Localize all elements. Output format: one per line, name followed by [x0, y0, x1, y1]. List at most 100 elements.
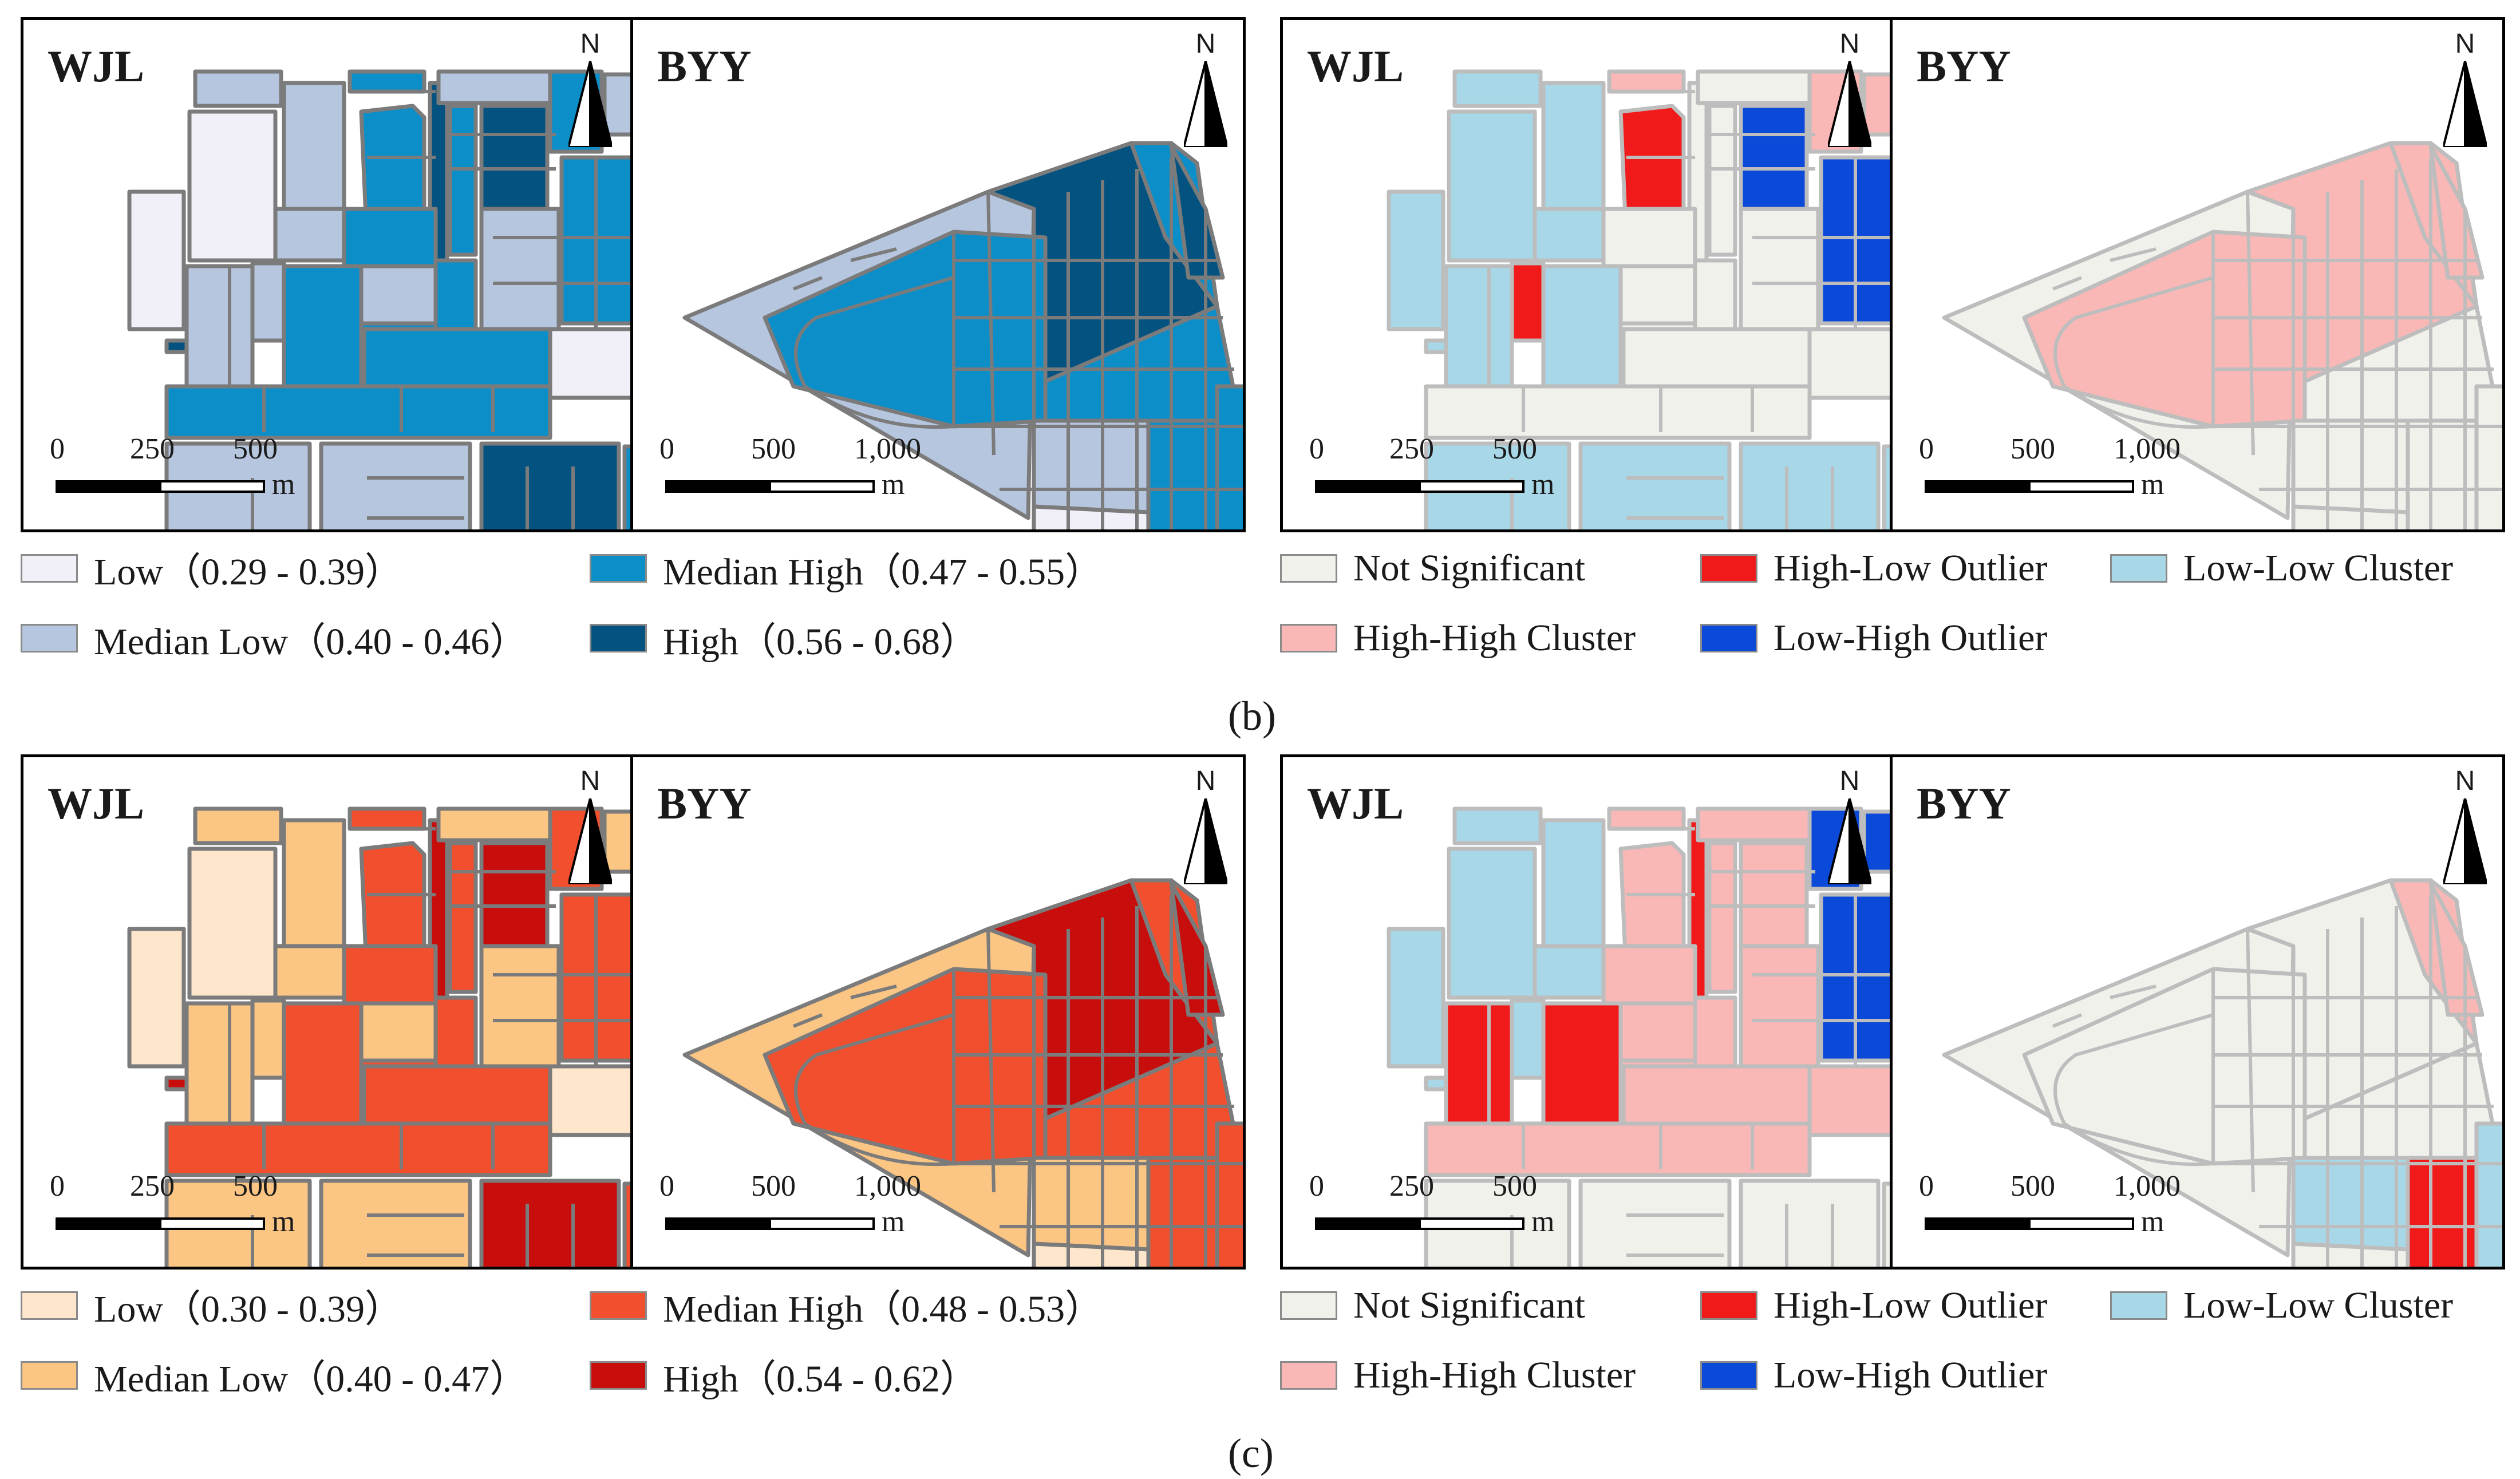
site-label: BYY	[1917, 778, 2011, 828]
panel-divider	[1890, 757, 1893, 1267]
map-block	[2428, 881, 2485, 1017]
legend-item: Median High（0.47 - 0.55）	[590, 548, 1103, 593]
scale-tick-label: 0	[1919, 1170, 1934, 1203]
map-block	[127, 927, 186, 1069]
legend-swatch	[1280, 1361, 1337, 1390]
scale-tick-label: 500	[1492, 433, 1537, 465]
scale-tick-label: 1,000	[2114, 1170, 2181, 1203]
scale-bar-black	[665, 480, 771, 493]
scale-bar-white	[2028, 480, 2134, 493]
map-block	[1444, 264, 1514, 389]
scale-tick-label: 1,000	[2114, 433, 2181, 465]
map-block	[1541, 818, 1606, 948]
scale-unit: m	[2141, 1205, 2164, 1238]
map-block	[1882, 444, 1890, 529]
road-line	[2052, 984, 2156, 1028]
road-line	[2053, 1013, 2214, 1125]
north-arrow: N	[2431, 28, 2499, 148]
north-arrow: N	[1171, 765, 1240, 885]
scale-bar-black	[1925, 1217, 2031, 1230]
north-arrow-icon	[1828, 61, 1871, 147]
north-arrow-icon	[2443, 61, 2487, 147]
legend-label: Not Significant	[1353, 1284, 1586, 1326]
north-arrow-icon	[1828, 798, 1871, 884]
scale-bar-black	[56, 480, 161, 493]
scale-bar: 0 500 1,000 m	[1919, 432, 2280, 512]
scale-bar-white	[769, 1217, 875, 1230]
panel-divider	[630, 757, 633, 1267]
map-block	[1607, 806, 1686, 831]
map-block	[1882, 1181, 1890, 1267]
map-block	[1447, 109, 1537, 263]
north-arrow-label: N	[580, 29, 601, 59]
legend-item: Low（0.29 - 0.39）	[21, 548, 402, 593]
scale-bar-black	[665, 1217, 771, 1230]
byy-lisa-map: BYY N 0 500 1,000 m	[1893, 20, 2502, 529]
legend-label: High-High Cluster	[1353, 1354, 1636, 1396]
scale-bar-white	[1419, 480, 1524, 493]
value-map-panel: WJL N 0 250 500 m BYY N 0 500 1,000 m	[21, 754, 1246, 1270]
legend-swatch	[590, 1361, 647, 1390]
map-block	[1532, 944, 1606, 1000]
scale-tick-label: 500	[233, 433, 278, 465]
map-block	[1807, 327, 1890, 400]
legend-swatch	[1280, 624, 1337, 652]
legend-label: High-High Cluster	[1353, 617, 1636, 659]
scale-tick-label: 1,000	[854, 1170, 921, 1203]
map-block	[319, 441, 472, 529]
legend-label: Low-Low Cluster	[2183, 547, 2454, 589]
scale-bar-white	[159, 1217, 265, 1230]
legend-item: Median Low（0.40 - 0.46）	[21, 618, 527, 663]
north-arrow-label: N	[1195, 766, 1216, 796]
legend-item: Low-Low Cluster	[2110, 1284, 2453, 1326]
map-block	[1541, 81, 1606, 211]
legend-label: High-Low Outlier	[1774, 1284, 2048, 1326]
legend-item: Not Significant	[1280, 547, 1585, 589]
map-canvas	[682, 878, 1243, 1267]
map-block	[1739, 441, 1881, 529]
site-label: BYY	[1917, 41, 2011, 91]
scale-bar-black	[56, 1217, 161, 1230]
legend-item: Low-High Outlier	[1700, 1354, 2048, 1396]
scale-unit: m	[1531, 468, 1555, 501]
subfigure-caption: (c)	[1228, 1430, 1274, 1476]
scale-tick-label: 500	[751, 433, 796, 465]
legend-swatch	[21, 624, 78, 652]
map-canvas	[1387, 806, 1890, 1267]
map-block	[479, 841, 550, 948]
north-arrow-icon	[2443, 798, 2487, 884]
lisa-map-panel: WJL N 0 250 500 m BYY N 0 500 1,000 m	[1280, 17, 2505, 532]
legend-item: Median Low（0.40 - 0.47）	[21, 1355, 527, 1400]
lisa-map-panel: WJL N 0 250 500 m BYY N 0 500 1,000 m	[1280, 754, 2505, 1270]
map-block	[1696, 806, 1812, 843]
north-arrow-icon	[1184, 61, 1227, 147]
north-arrow: N	[1815, 765, 1884, 885]
scale-tick-label: 0	[50, 433, 65, 465]
north-arrow-icon	[1184, 798, 1227, 884]
map-block	[1387, 927, 1445, 1069]
map-block	[1739, 1179, 1881, 1267]
map-block	[1169, 144, 1225, 280]
road-line	[794, 276, 954, 387]
scale-tick-label: 500	[751, 1170, 796, 1203]
legend-label: Low（0.29 - 0.39）	[94, 551, 402, 593]
legend-item: Low（0.30 - 0.39）	[21, 1286, 402, 1330]
scale-tick-label: 0	[1919, 433, 1934, 465]
byy-lisa-map: BYY N 0 500 1,000 m	[1893, 757, 2502, 1267]
map-block	[127, 189, 186, 331]
scale-tick-label: 500	[233, 1170, 278, 1203]
legend-label: Low-High Outlier	[1774, 1354, 2048, 1396]
legend-item: Low-High Outlier	[1700, 617, 2047, 659]
map-block	[1510, 261, 1546, 343]
wjl-map: WJL N 0 250 500 m	[23, 757, 630, 1267]
map-block	[1578, 1179, 1732, 1267]
legend-item: High-Low Outlier	[1700, 547, 2047, 589]
legend-swatch	[1700, 1361, 1757, 1390]
legend-swatch	[590, 624, 647, 652]
legend-swatch	[1280, 1291, 1337, 1320]
legend-label: Median Low（0.40 - 0.46）	[94, 621, 528, 663]
map-block	[2428, 144, 2485, 280]
map-block	[1510, 998, 1546, 1080]
map-block	[1146, 418, 1219, 529]
road-line	[794, 1013, 954, 1125]
